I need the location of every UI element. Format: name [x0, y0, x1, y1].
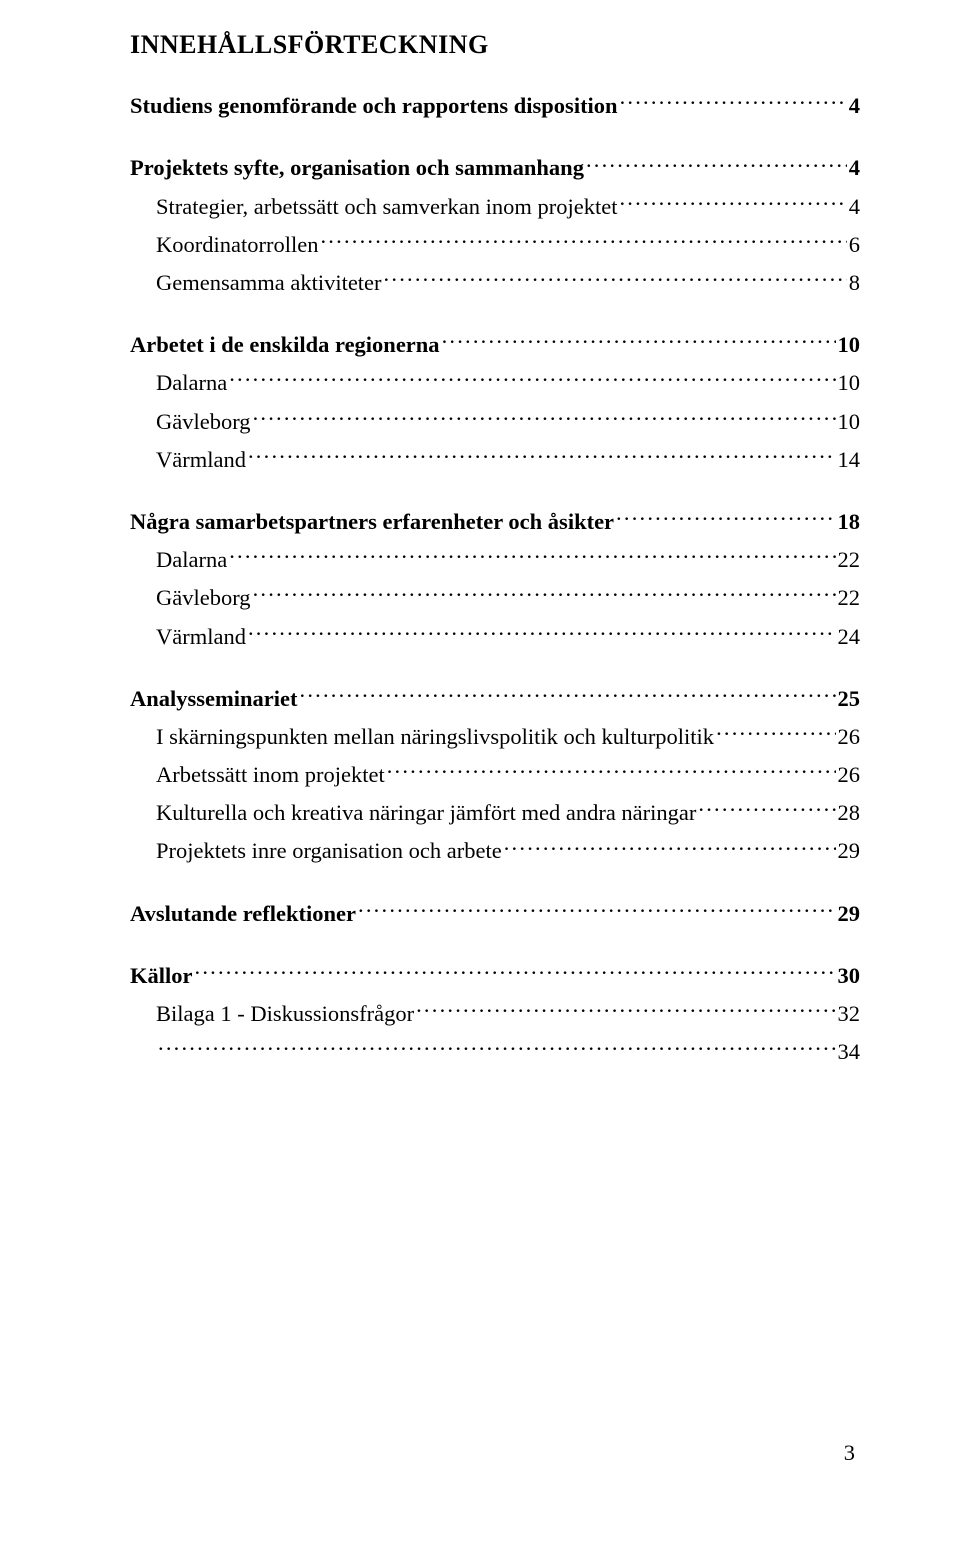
dot-leader	[358, 891, 835, 920]
toc-item-page: 26	[838, 759, 861, 791]
toc-heading-page: 18	[838, 506, 861, 538]
toc-item-page: 4	[849, 191, 860, 223]
toc-item: Värmland 14	[130, 438, 860, 476]
toc-item: Kulturella och kreativa näringar jämfört…	[130, 791, 860, 829]
toc-heading-label: Arbetet i de enskilda regionerna	[130, 329, 440, 361]
toc-item-label: Värmland	[156, 621, 246, 653]
dot-leader	[442, 323, 836, 352]
toc-item: Gävleborg 22	[130, 576, 860, 614]
toc-heading: Några samarbetspartners erfarenheter och…	[130, 500, 860, 538]
toc-item-label: Värmland	[156, 444, 246, 476]
toc-item: Koordinatorrollen 6	[130, 223, 860, 261]
toc-item-label: Arbetssätt inom projektet	[156, 759, 385, 791]
toc-item: Värmland 24	[130, 614, 860, 652]
dot-leader	[248, 614, 836, 643]
toc-item-label: Gävleborg	[156, 582, 251, 614]
spacer	[130, 122, 860, 146]
dot-leader	[195, 954, 836, 983]
toc-page: INNEHÅLLSFÖRTECKNING Studiens genomföran…	[0, 0, 960, 1544]
dot-leader	[253, 399, 836, 428]
dot-leader	[158, 1030, 836, 1059]
toc-item-page: 10	[838, 367, 861, 399]
toc-item-page: 8	[849, 267, 860, 299]
spacer	[130, 652, 860, 676]
toc-item-label: Kulturella och kreativa näringar jämfört…	[156, 797, 696, 829]
toc-item-page: 28	[838, 797, 861, 829]
dot-leader	[387, 753, 836, 782]
toc-item-page: 22	[838, 544, 861, 576]
toc-item-label: Strategier, arbetssätt och samverkan ino…	[156, 191, 617, 223]
toc-item-label: Gävleborg	[156, 406, 251, 438]
toc-heading-label: Studiens genomförande och rapportens dis…	[130, 90, 618, 122]
dot-leader	[229, 538, 835, 567]
dot-leader	[248, 438, 836, 467]
toc-item-label: Projektets inre organisation och arbete	[156, 835, 502, 867]
page-number: 3	[844, 1440, 855, 1466]
toc-title: INNEHÅLLSFÖRTECKNING	[130, 30, 860, 60]
toc-heading: Projektets syfte, organisation och samma…	[130, 146, 860, 184]
dot-leader	[320, 223, 846, 252]
dot-leader	[504, 829, 836, 858]
toc-item-label: Gemensamma aktiviteter	[156, 267, 382, 299]
toc-item-page: 34	[838, 1036, 861, 1068]
toc-heading-label: Avslutande reflektioner	[130, 898, 356, 930]
toc-item-label: Bilaga 1 - Diskussionsfrågor	[156, 998, 414, 1030]
toc-heading: Källor 30	[130, 954, 860, 992]
spacer	[130, 930, 860, 954]
dot-leader	[416, 992, 835, 1021]
toc-item-page: 22	[838, 582, 861, 614]
toc-heading-page: 29	[838, 898, 861, 930]
toc-item-page: 32	[838, 998, 861, 1030]
dot-leader	[384, 261, 847, 290]
toc-item: Gävleborg 10	[130, 399, 860, 437]
spacer	[130, 299, 860, 323]
toc-item-page: 10	[838, 406, 861, 438]
toc-heading-page: 25	[838, 683, 861, 715]
dot-leader	[586, 146, 847, 175]
toc-heading-page: 4	[849, 152, 860, 184]
toc-item-label: Dalarna	[156, 367, 227, 399]
toc-item: Projektets inre organisation och arbete …	[130, 829, 860, 867]
toc-heading-label: Projektets syfte, organisation och samma…	[130, 152, 584, 184]
spacer	[130, 476, 860, 500]
toc-heading: Analysseminariet 25	[130, 676, 860, 714]
dot-leader	[716, 715, 835, 744]
toc-item-page: 24	[838, 621, 861, 653]
toc-item: Bilaga 1 - Diskussionsfrågor 32	[130, 992, 860, 1030]
toc-item: Gemensamma aktiviteter 8	[130, 261, 860, 299]
dot-leader	[300, 676, 836, 705]
toc-item: I skärningspunkten mellan näringslivspol…	[130, 715, 860, 753]
toc-heading-label: Källor	[130, 960, 193, 992]
toc-item-page: 6	[849, 229, 860, 261]
toc-heading: Studiens genomförande och rapportens dis…	[130, 84, 860, 122]
dot-leader	[620, 84, 847, 113]
toc-item-page: 14	[838, 444, 861, 476]
toc-item-label: Koordinatorrollen	[156, 229, 318, 261]
dot-leader	[616, 500, 835, 529]
toc-heading-label: Analysseminariet	[130, 683, 298, 715]
toc-item: Strategier, arbetssätt och samverkan ino…	[130, 184, 860, 222]
toc-heading-page: 30	[838, 960, 861, 992]
toc-heading: Arbetet i de enskilda regionerna 10	[130, 323, 860, 361]
toc-item-page: 26	[838, 721, 861, 753]
toc-item-page: 29	[838, 835, 861, 867]
toc-item-label: Dalarna	[156, 544, 227, 576]
toc-heading: Avslutande reflektioner 29	[130, 891, 860, 929]
toc-heading-page: 10	[838, 329, 861, 361]
dot-leader	[229, 361, 835, 390]
toc-item-label: I skärningspunkten mellan näringslivspol…	[156, 721, 714, 753]
toc-heading-page: 4	[849, 90, 860, 122]
spacer	[130, 867, 860, 891]
toc-item: Arbetssätt inom projektet 26	[130, 753, 860, 791]
dot-leader	[253, 576, 836, 605]
dot-leader	[619, 184, 846, 213]
toc-item: Dalarna 10	[130, 361, 860, 399]
toc-item: Dalarna 22	[130, 538, 860, 576]
toc-heading-label: Några samarbetspartners erfarenheter och…	[130, 506, 614, 538]
dot-leader	[698, 791, 835, 820]
toc-item-continuation: 34	[130, 1030, 860, 1068]
